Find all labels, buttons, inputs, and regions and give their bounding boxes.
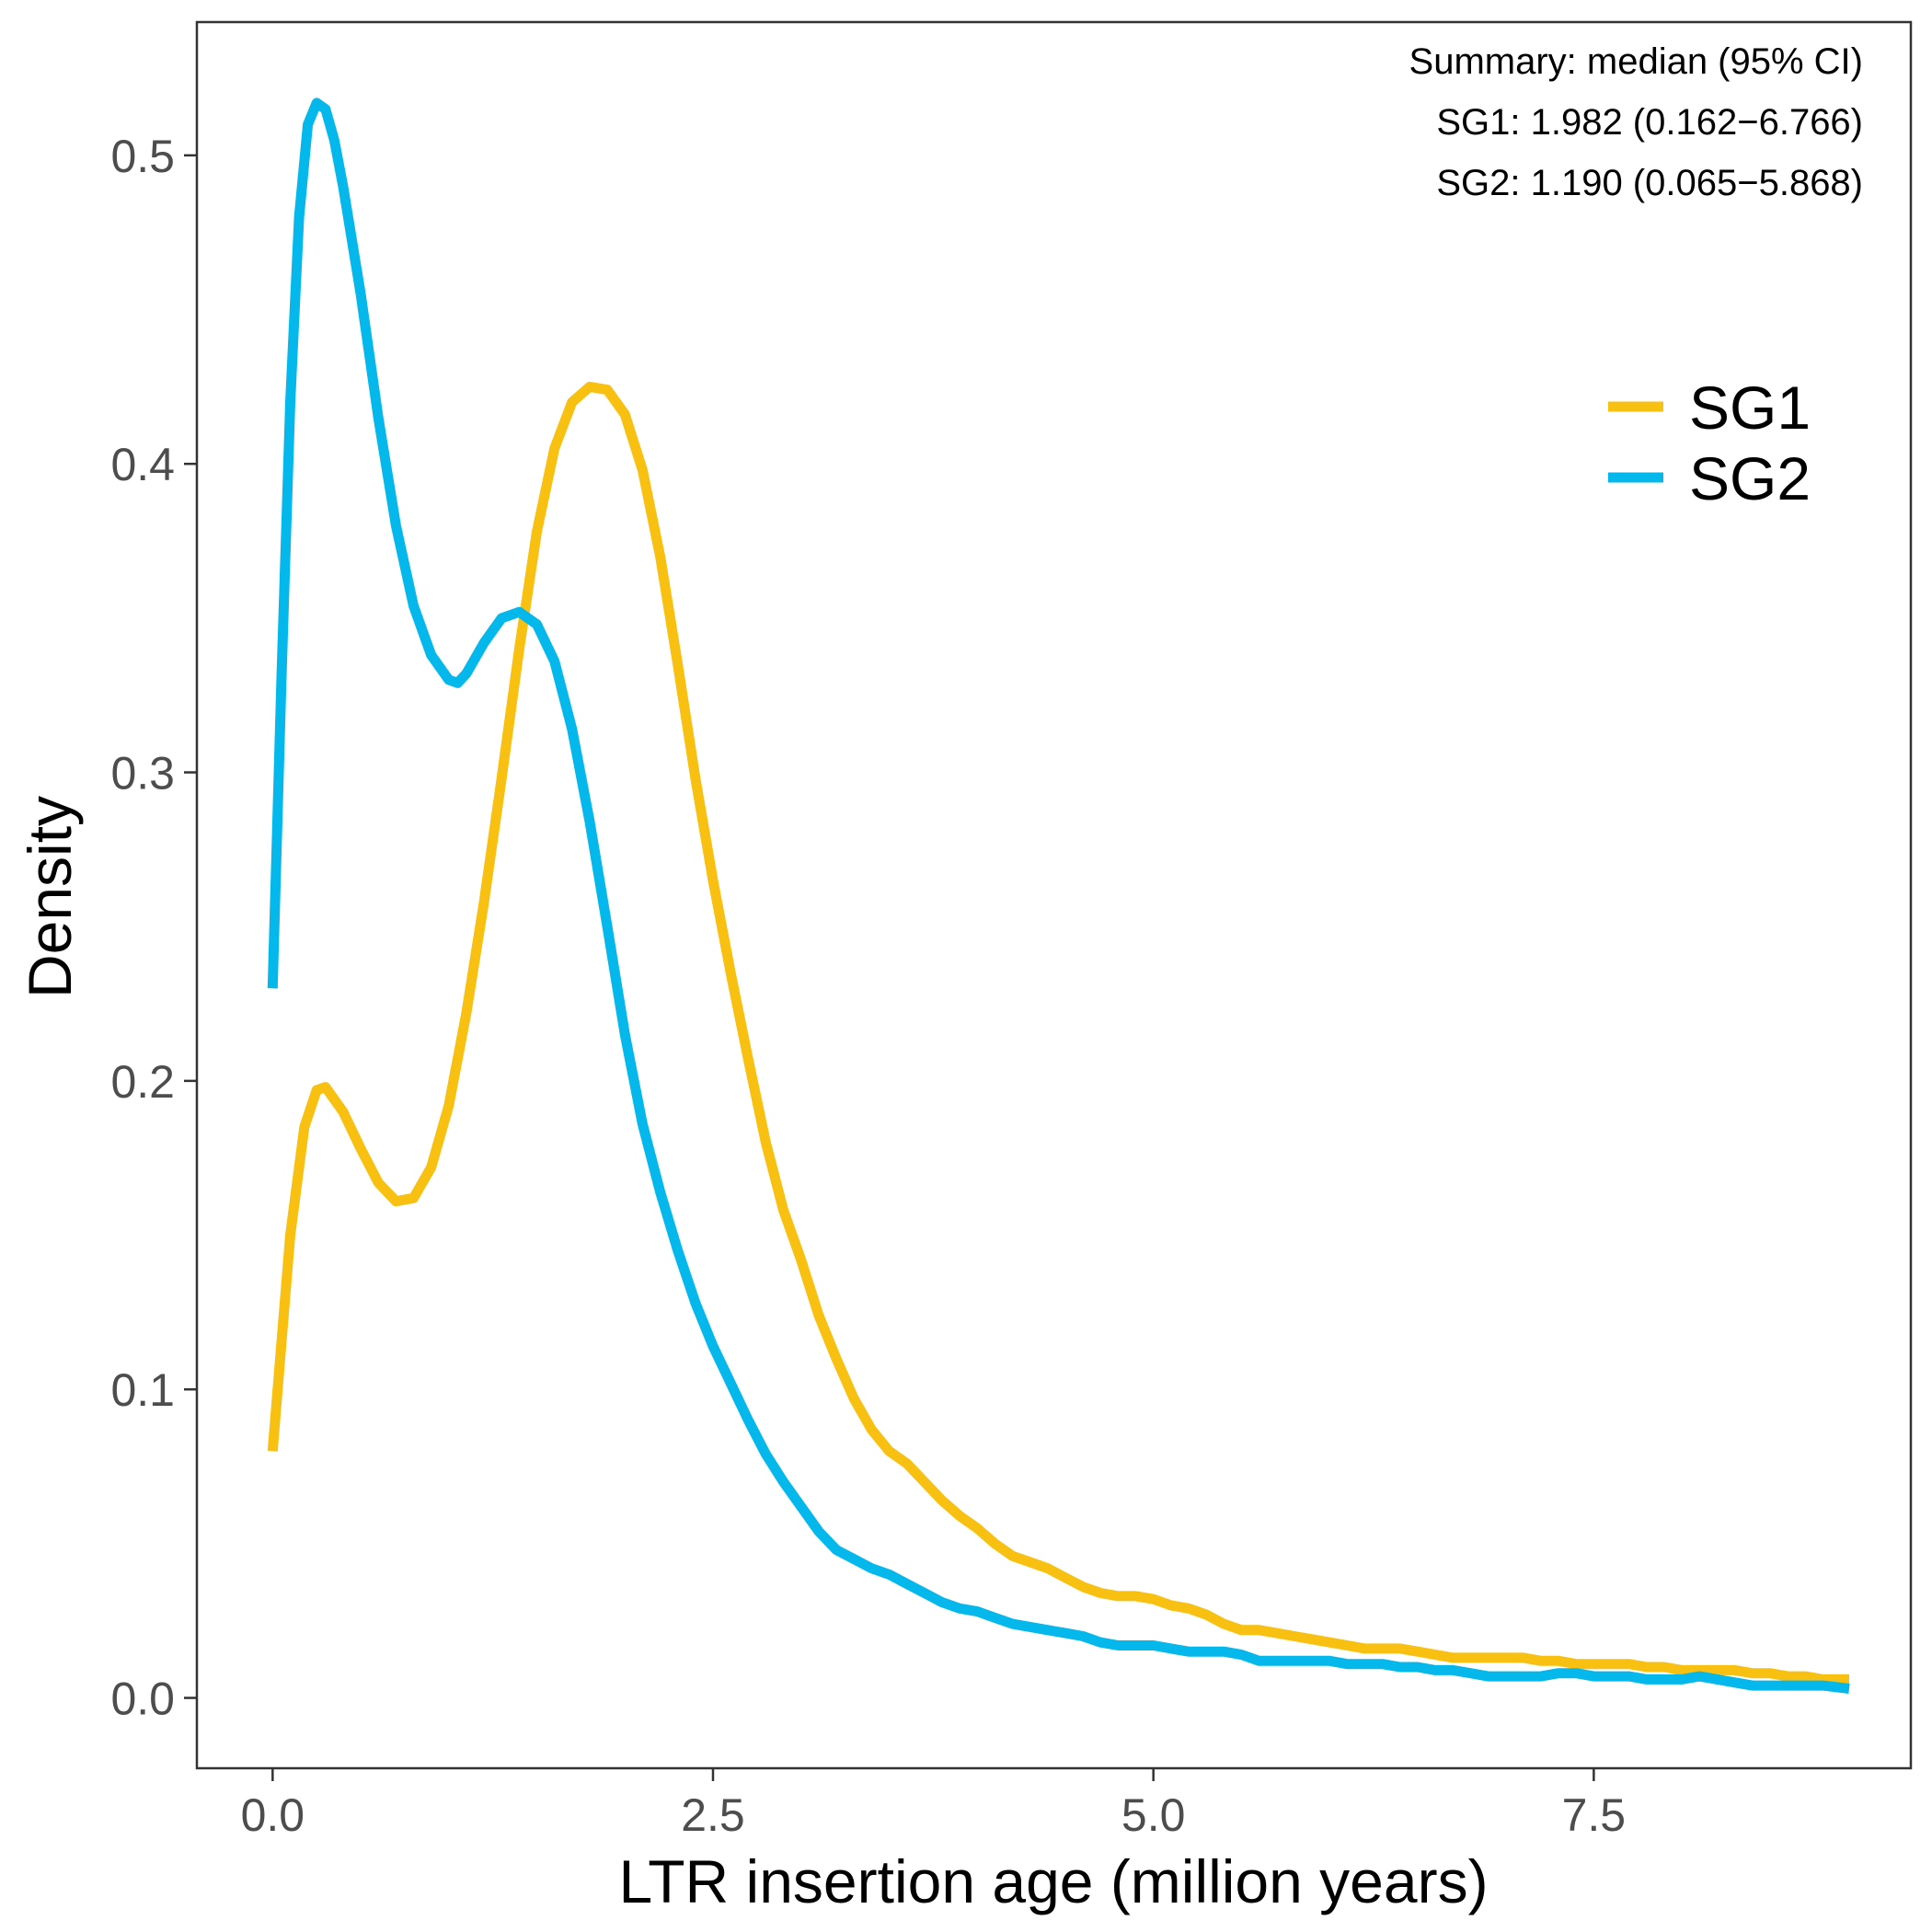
annotation-line-1: Summary: median (95% CI): [1409, 41, 1863, 82]
x-axis: 0.0 2.5 5.0 7.5: [241, 1768, 1627, 1841]
x-tick-label: 0.0: [241, 1789, 305, 1841]
y-tick-label: 0.2: [110, 1056, 175, 1108]
plot-panel: [195, 20, 1913, 1770]
annotation-line-2: SG1: 1.982 (0.162−6.766): [1436, 102, 1863, 143]
y-tick-label: 0.4: [110, 439, 175, 490]
y-tick-label: 0.3: [110, 748, 175, 799]
density-lines: [267, 98, 1850, 1694]
x-tick-label: 2.5: [681, 1789, 745, 1841]
x-tick-label: 7.5: [1562, 1789, 1627, 1841]
annotation-line-3: SG2: 1.190 (0.065−5.868): [1436, 163, 1863, 203]
y-tick-label: 0.5: [110, 131, 175, 182]
y-tick-label: 0.1: [110, 1364, 175, 1416]
y-axis-title: Density: [16, 796, 84, 998]
series-line-sg1: [267, 381, 1849, 1685]
summary-annotation: Summary: median (95% CI) SG1: 1.982 (0.1…: [1409, 41, 1863, 203]
y-tick-label: 0.0: [110, 1673, 175, 1725]
series-line-sg2: [267, 98, 1850, 1694]
x-tick-label: 5.0: [1121, 1789, 1186, 1841]
x-axis-title: LTR insertion age (million years): [618, 1847, 1488, 1915]
legend-label-sg2: SG2: [1689, 444, 1811, 512]
y-axis: 0.0 0.1 0.2 0.3 0.4 0.5: [110, 131, 197, 1725]
legend-label-sg1: SG1: [1689, 374, 1811, 442]
